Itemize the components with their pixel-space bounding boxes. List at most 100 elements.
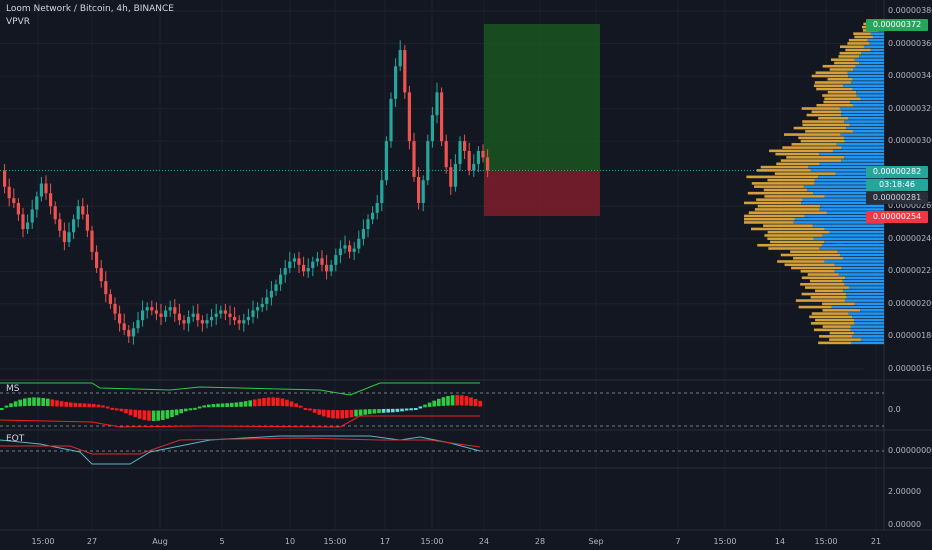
candle-body <box>7 186 11 199</box>
volume-profile-bar-up <box>848 74 884 78</box>
volume-profile-bar-up <box>812 224 884 227</box>
volume-profile-bar-down <box>818 117 849 120</box>
ms-histogram-bar <box>69 402 73 407</box>
candle-body <box>168 307 172 311</box>
volume-profile-bar-down <box>744 217 795 221</box>
candle-body <box>173 307 177 314</box>
volume-profile-bar-down <box>815 318 855 322</box>
volume-profile-bar-down <box>784 133 841 136</box>
candle-body <box>108 294 112 304</box>
candle-body <box>131 328 135 337</box>
ms-histogram-bar <box>179 409 183 414</box>
volume-profile-bar-down <box>815 71 848 75</box>
candle-body <box>481 150 485 158</box>
ms-histogram-bar <box>414 408 418 411</box>
volume-profile-bar-down <box>822 94 857 97</box>
time-tick-label: 14 <box>774 537 786 546</box>
volume-profile-bar-down <box>809 315 853 319</box>
volume-profile-bar-up <box>844 282 884 286</box>
last-price-badge: 0.00000281 <box>866 192 928 204</box>
vpvr-label[interactable]: VPVR <box>6 17 30 27</box>
ms-histogram-bar <box>326 409 331 418</box>
volume-profile-bar-down <box>822 309 861 312</box>
volume-profile-bar-down <box>748 211 827 214</box>
candle-body <box>196 313 200 321</box>
volume-profile-bar-down <box>767 178 815 182</box>
candle-body <box>407 92 411 142</box>
volume-profile-bar-up <box>847 71 884 75</box>
loss-zone <box>484 170 600 217</box>
volume-profile-bar-down <box>791 143 837 146</box>
ms-histogram-bar <box>0 408 4 410</box>
candle-body <box>430 115 434 142</box>
ms-histogram-bar <box>340 410 344 419</box>
volume-profile-bar-down <box>845 48 871 52</box>
candle-body <box>366 219 370 230</box>
ms-histogram-bar <box>142 410 147 420</box>
volume-profile-bar-down <box>827 77 853 81</box>
ms-histogram-bar <box>101 405 105 408</box>
candle-body <box>426 141 430 181</box>
candle-body <box>352 248 356 252</box>
volume-profile-bar-down <box>744 221 794 224</box>
volume-profile-bar-down <box>746 175 819 179</box>
volume-profile-bar-down <box>763 188 808 192</box>
price-tick-label: 0.00000300 <box>888 136 932 146</box>
volume-profile-bar-down <box>754 208 820 211</box>
volume-profile-bar-up <box>854 302 884 306</box>
volume-profile-bar-down <box>822 302 855 306</box>
candle-body <box>16 203 20 215</box>
candle-body <box>265 297 269 304</box>
volume-profile-bar-up <box>814 178 884 182</box>
current-price-badge: 0.00000282 <box>866 166 928 178</box>
candle-body <box>279 274 283 285</box>
candle-body <box>486 157 490 171</box>
candle-body <box>325 264 329 272</box>
volume-profile-bar-down <box>800 139 845 143</box>
ms-histogram-bar <box>193 407 197 410</box>
candle-body <box>306 268 310 272</box>
volume-profile-bar-up <box>843 256 884 260</box>
volume-profile-bar-down <box>786 156 845 159</box>
ms-histogram-bar <box>161 410 165 420</box>
symbol-title: Loom Network / Bitcoin, 4h, BINANCE <box>6 4 174 14</box>
candle-body <box>311 261 315 269</box>
candle-body <box>136 320 140 329</box>
volume-profile-bar-up <box>848 117 884 120</box>
volume-profile-bar-up <box>840 133 884 136</box>
volume-profile-bar-down <box>764 234 823 237</box>
volume-profile-bar-up <box>829 230 884 234</box>
volume-profile-bar-down <box>800 269 835 273</box>
ms-lower-band <box>0 415 480 428</box>
volume-profile-bar-up <box>808 165 884 169</box>
time-tick-label: 28 <box>534 537 546 546</box>
eot-indicator-label[interactable]: EOT <box>6 434 25 444</box>
volume-profile-bar-up <box>802 198 884 201</box>
candle-body <box>329 264 333 272</box>
volume-profile-bar-down <box>838 55 860 58</box>
candle-body <box>30 209 34 223</box>
volume-profile-bar-up <box>869 42 884 45</box>
candle-body <box>302 264 306 272</box>
volume-profile-bar-up <box>834 269 884 273</box>
candle-body <box>251 310 255 317</box>
ms-histogram-bar <box>473 398 478 407</box>
volume-profile-bar-up <box>851 81 884 84</box>
volume-profile-bar-up <box>870 48 884 52</box>
candle-body <box>58 219 62 231</box>
candle-body <box>233 316 237 321</box>
ms-indicator-label[interactable]: MS <box>6 384 20 394</box>
volume-profile-bar-down <box>810 322 855 325</box>
candle-body <box>104 281 108 295</box>
time-tick-label: Aug <box>152 537 168 546</box>
volume-profile-bar-up <box>854 318 884 322</box>
candle-body <box>292 258 296 262</box>
candle-body <box>177 313 181 321</box>
time-tick-label: 17 <box>379 537 391 546</box>
volume-profile-bar-up <box>826 211 884 214</box>
candle-body <box>26 222 30 230</box>
ms-histogram-bar <box>82 403 87 408</box>
volume-profile-bar-up <box>844 136 884 140</box>
candle-body <box>95 251 99 269</box>
